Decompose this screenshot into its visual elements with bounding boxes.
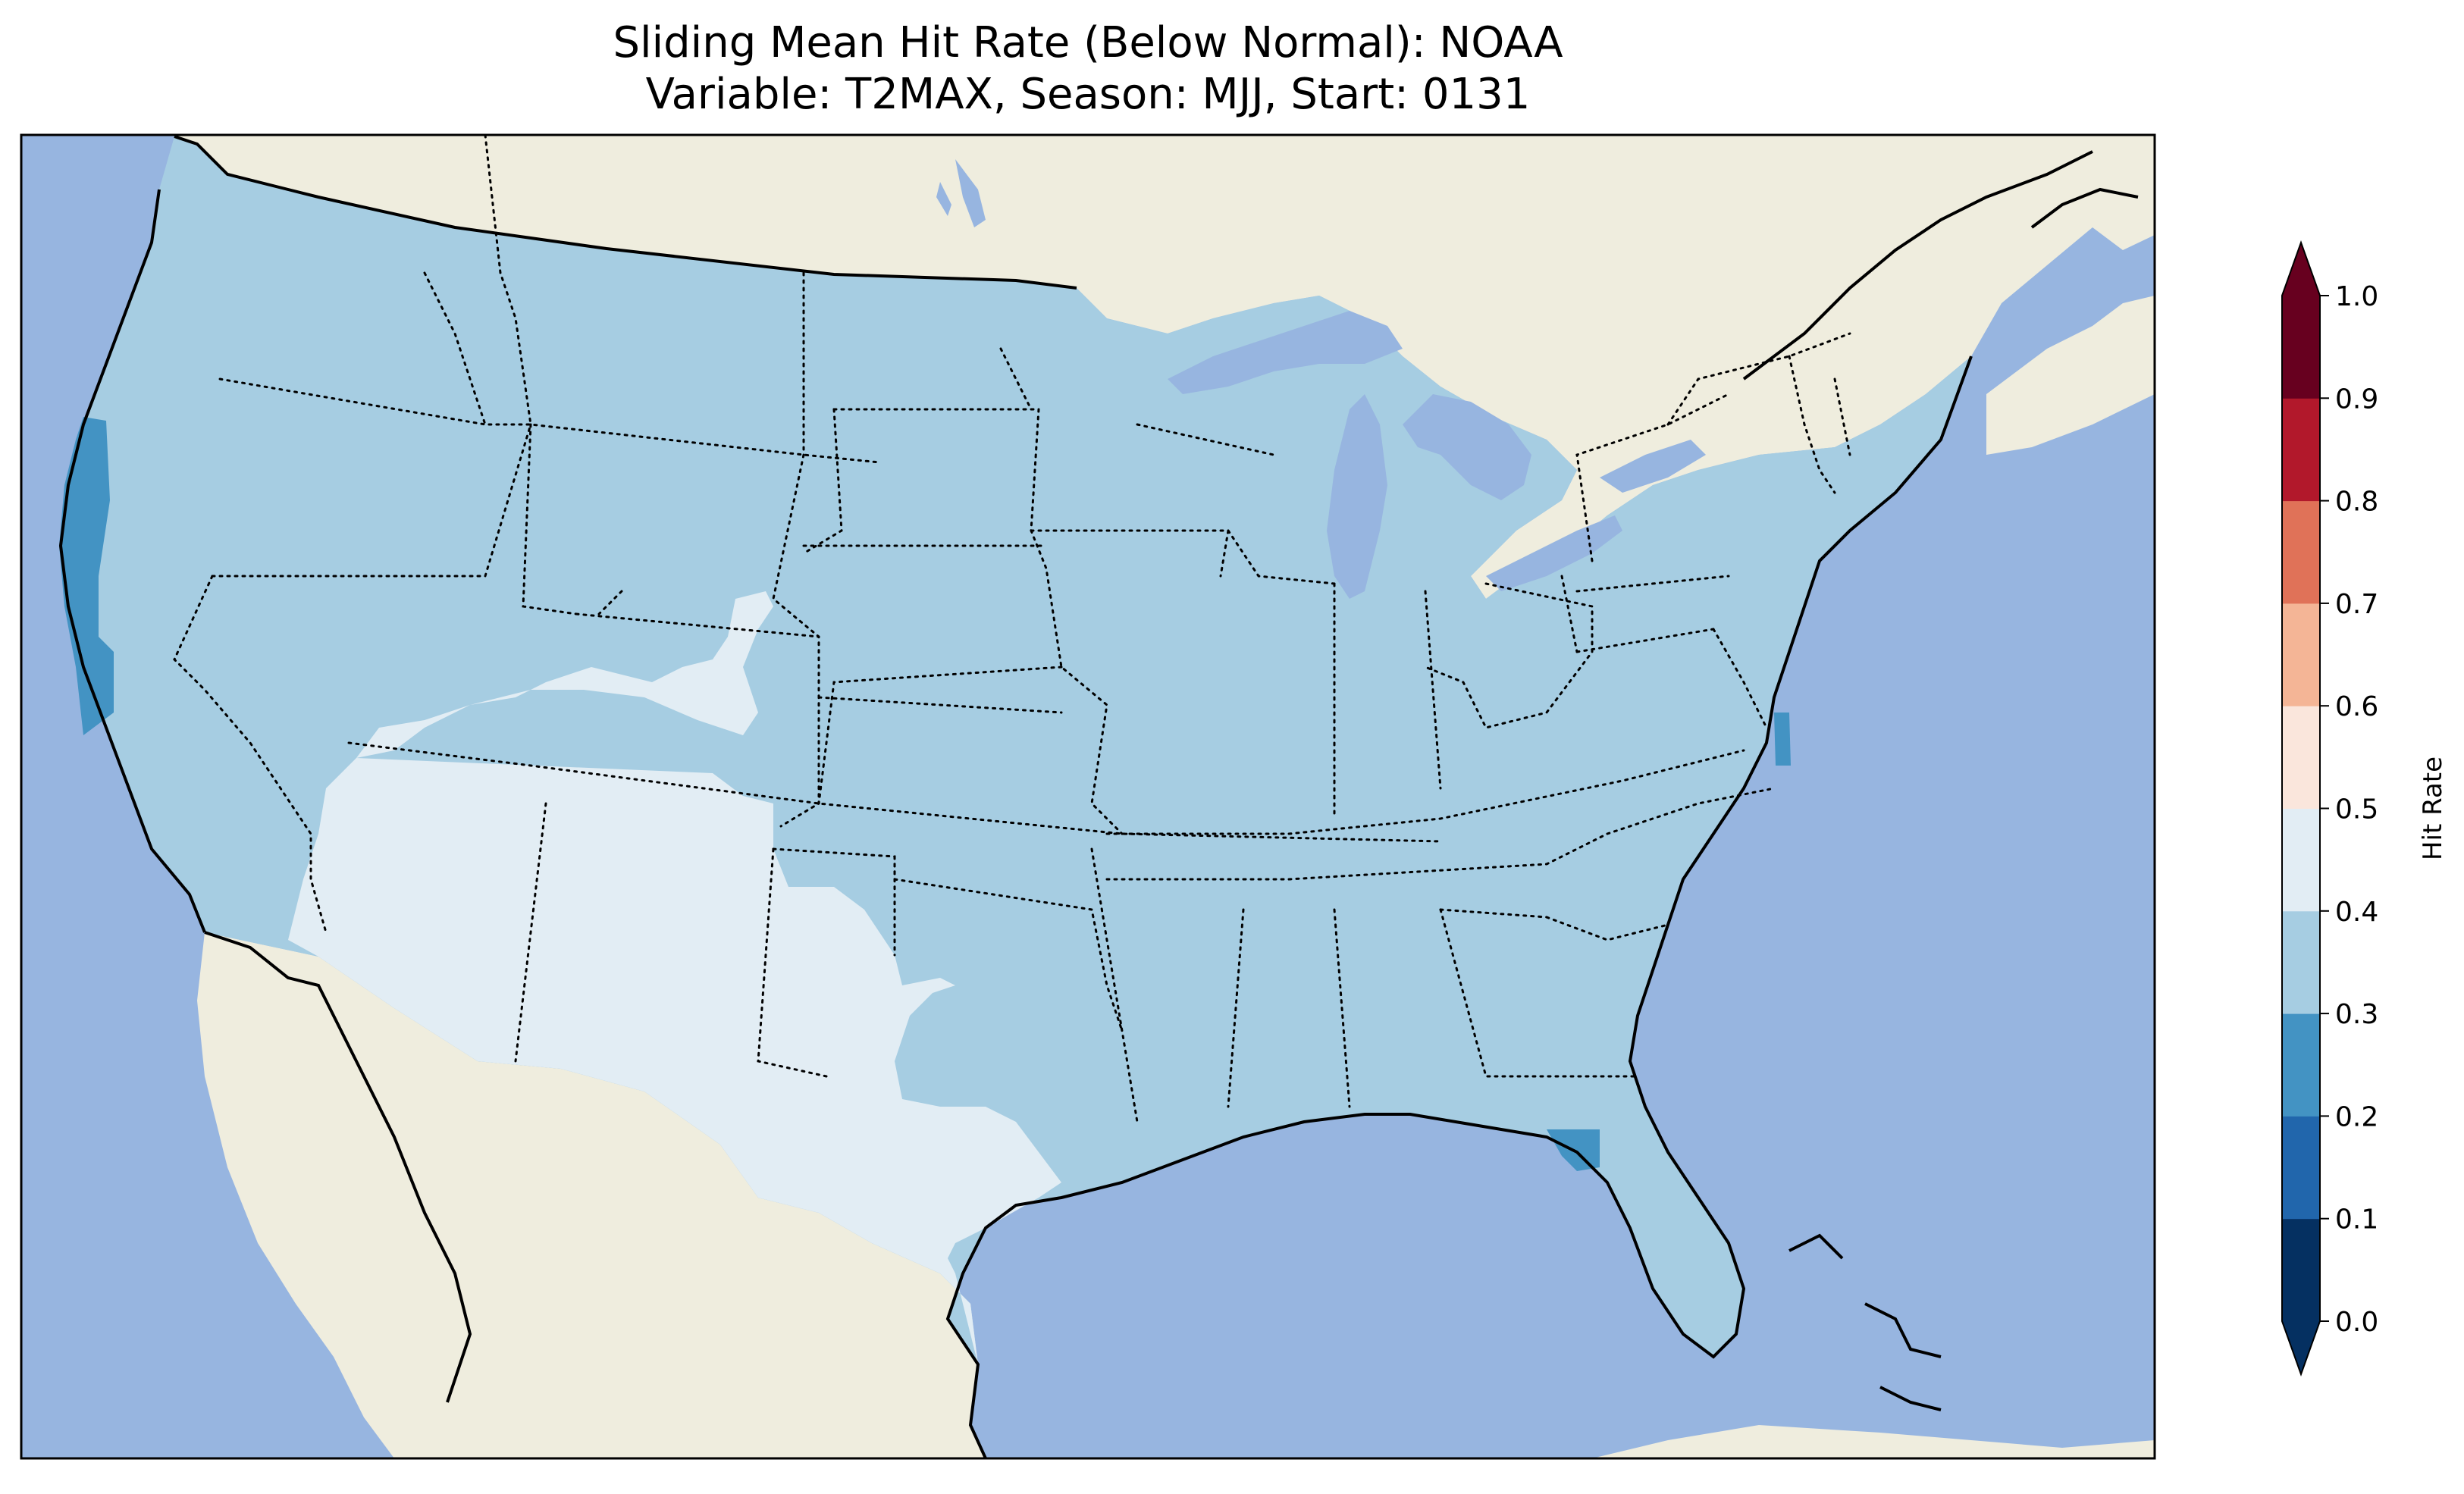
colorbar-bin [2282, 1218, 2320, 1322]
colorbar-bin [2282, 1116, 2320, 1220]
colorbar-extend-min [2282, 1321, 2320, 1374]
colorbar-tick-label: 1.0 [2335, 281, 2378, 312]
nova-scotia-land [1986, 296, 2155, 455]
colorbar-bin [2282, 910, 2320, 1014]
map-frame [20, 133, 2156, 1460]
colorbar-bin [2282, 603, 2320, 706]
colorbar-tick-label: 0.1 [2335, 1204, 2378, 1236]
colorbar-tick-label: 0.3 [2335, 999, 2378, 1030]
colorbar-bin [2282, 296, 2320, 399]
colorbar-tick-label: 0.8 [2335, 487, 2378, 518]
colorbar-tick-label: 0.0 [2335, 1307, 2378, 1338]
west-coast-lower-hit-rate-region [59, 417, 114, 735]
colorbar-extend-max [2282, 243, 2320, 296]
map-axes [21, 135, 2155, 1458]
state-borders [173, 135, 1851, 1123]
colorbar-tick-label: 0.5 [2335, 794, 2378, 825]
southwest-higher-hit-rate-region [288, 591, 1061, 1364]
colorbar-label: Hit Rate [2418, 756, 2448, 860]
colorbar-bin [2282, 808, 2320, 912]
colorbar-tick-label: 0.9 [2335, 384, 2378, 415]
colorbar-bin [2282, 706, 2320, 809]
colorbar-tick-label: 0.7 [2335, 589, 2378, 620]
cuba-land [1592, 1425, 2155, 1458]
map-title-line2: Variable: T2MAX, Season: MJJ, Start: 013… [645, 70, 1531, 119]
colorbar-tick-label: 0.6 [2335, 691, 2378, 722]
colorbar-bin [2282, 500, 2320, 604]
colorbar-bin [2282, 398, 2320, 502]
carolina-lower-hit-rate-patch [1774, 713, 1791, 766]
colorbar: 0.0 0.1 0.2 0.3 0.4 0.5 0.6 0.7 0.8 0.9 1.0 Hit Rat… [2281, 240, 2448, 1377]
colorbar-tick-label: 0.4 [2335, 897, 2378, 928]
baja-california-land [250, 978, 425, 1402]
coastlines [58, 135, 2139, 1458]
colorbar-bin [2282, 1013, 2320, 1117]
great-lakes [936, 159, 1706, 599]
map-title-line1: Sliding Mean Hit Rate (Below Normal): NO… [613, 18, 1563, 67]
colorbar-tick-label: 0.2 [2335, 1101, 2378, 1132]
